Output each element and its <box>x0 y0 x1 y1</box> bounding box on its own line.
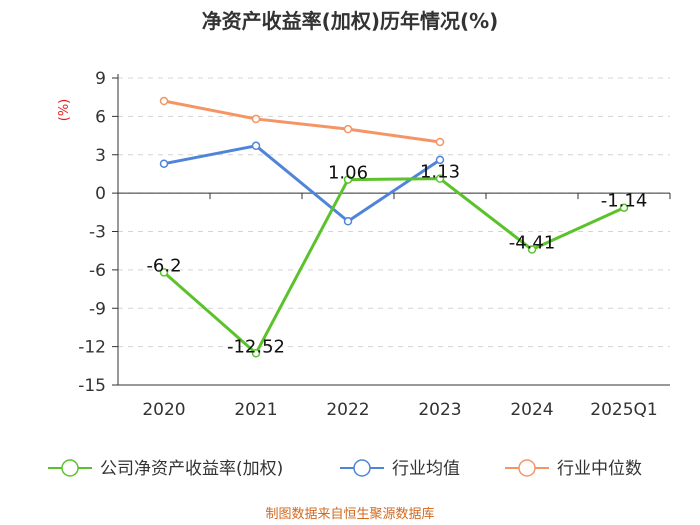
chart-title: 净资产收益率(加权)历年情况(%) <box>202 9 499 33</box>
data-label: 1.13 <box>420 162 460 183</box>
legend: 公司净资产收益率(加权) 行业均值 行业中位数 <box>48 459 642 479</box>
data-point <box>527 245 537 254</box>
x-tick-label: 2024 <box>510 400 553 420</box>
data-label: -6.2 <box>146 255 181 276</box>
data-label: -4.41 <box>509 233 556 254</box>
data-label: -12.52 <box>227 336 285 357</box>
data-point <box>435 137 445 147</box>
data-point <box>159 96 169 106</box>
x-tick-label: 2021 <box>234 400 277 420</box>
data-label: 1.06 <box>328 163 368 184</box>
series-lines <box>159 96 629 358</box>
data-point <box>343 217 353 226</box>
y-tick-label: -6 <box>89 261 106 281</box>
source-footer: 制图数据来自恒生聚源数据库 <box>265 506 434 522</box>
y-tick-label: 9 <box>95 69 106 89</box>
x-tick-label: 2025Q1 <box>590 400 657 420</box>
data-point <box>343 175 353 184</box>
y-tick-label: -3 <box>89 223 106 243</box>
data-point <box>251 349 261 358</box>
legend-label-1: 行业均值 <box>392 459 460 479</box>
data-label: -1.14 <box>601 191 648 212</box>
axes: 9 6 3 0 -3 -6 -9 -12 -15 2020 2021 2022 2023 2024 2025… <box>78 69 671 420</box>
x-tick-label: 2023 <box>418 400 461 420</box>
y-tick-label: 0 <box>95 184 106 204</box>
data-point <box>435 174 445 183</box>
legend-marker-2 <box>518 459 536 477</box>
legend-label-2: 行业中位数 <box>557 459 642 479</box>
y-tick-label: -9 <box>89 299 106 319</box>
x-tick-label: 2020 <box>142 400 185 420</box>
legend-marker-0 <box>61 459 79 477</box>
legend-marker-1 <box>353 459 371 477</box>
y-axis-label: (%) <box>57 99 72 122</box>
data-point <box>619 203 629 212</box>
y-tick-label: -12 <box>78 338 106 358</box>
data-point <box>159 159 169 168</box>
data-point <box>435 155 445 165</box>
data-labels: -6.2 -12.52 1.06 1.13 -4.41 -1.14 <box>146 162 647 358</box>
x-tick-label: 2022 <box>326 400 369 420</box>
y-tick-label: 6 <box>95 107 106 127</box>
data-point <box>251 141 261 151</box>
y-tick-label: -15 <box>78 376 106 396</box>
series-line-2 <box>163 99 441 144</box>
y-tick-label: 3 <box>95 146 106 166</box>
data-point <box>343 124 353 134</box>
data-point <box>251 114 261 124</box>
series-line-1 <box>163 144 441 223</box>
series-line-0 <box>163 177 625 355</box>
data-point <box>159 268 169 277</box>
legend-label-0: 公司净资产收益率(加权) <box>100 459 283 479</box>
